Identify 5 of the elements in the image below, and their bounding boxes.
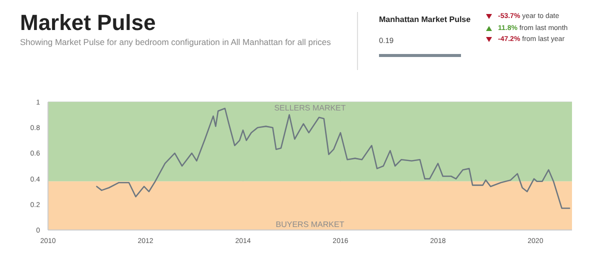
- chart-title: Market Pulse: [20, 10, 156, 36]
- chart-subtitle: Showing Market Pulse for any bedroom configuration in All Manhattan for all prices: [20, 37, 331, 47]
- band-label: SELLERS MARKET: [274, 104, 346, 113]
- text: Manhattan Market Pulse: [379, 14, 472, 25]
- band-label: BUYERS MARKET: [276, 220, 344, 229]
